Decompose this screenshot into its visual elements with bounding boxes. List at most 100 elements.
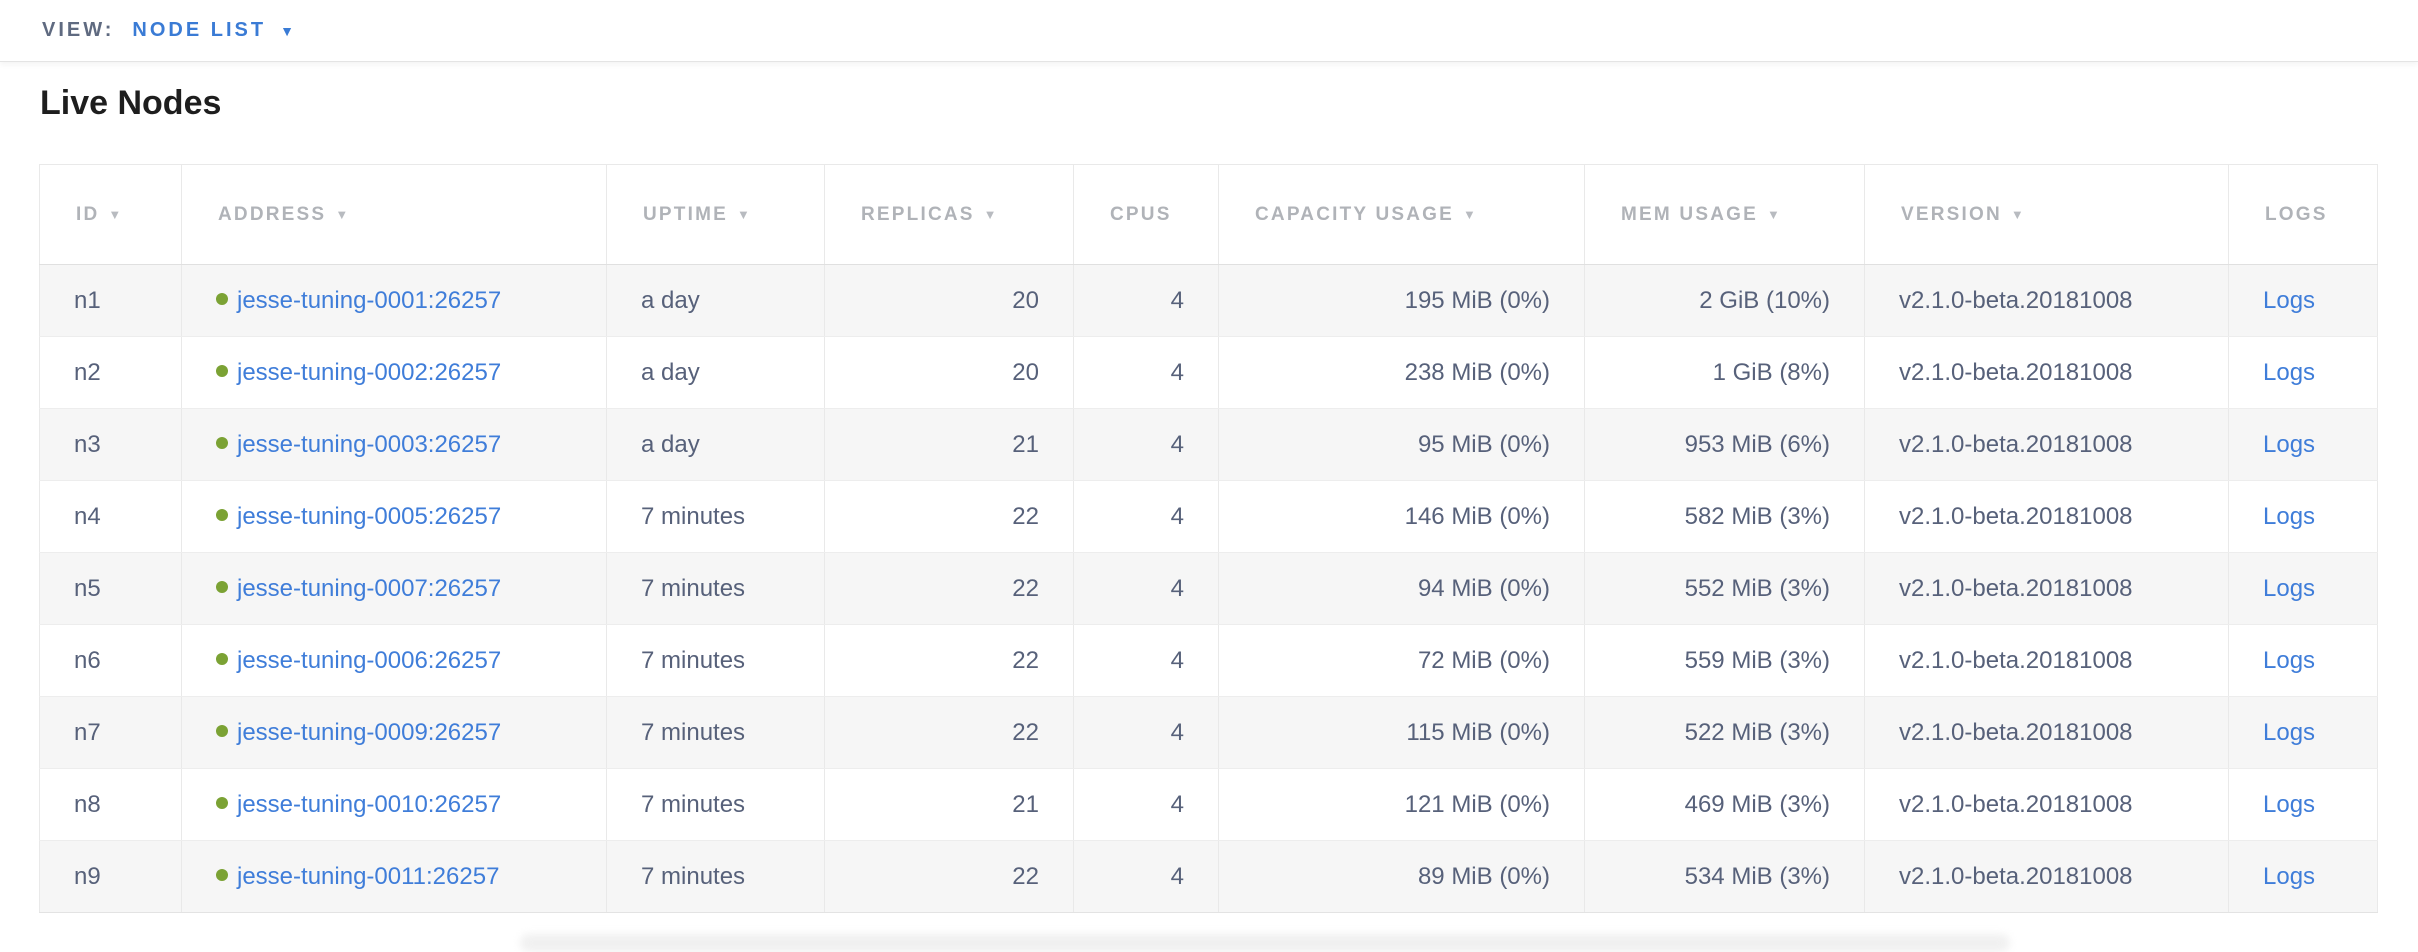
mem-cell: 552 MiB (3%) xyxy=(1585,553,1865,625)
logs-cell: Logs xyxy=(2229,553,2378,625)
address-cell: jesse-tuning-0006:26257 xyxy=(182,625,607,697)
view-selector-bar: VIEW: NODE LIST ▼ xyxy=(0,0,2418,62)
capacity-cell: 195 MiB (0%) xyxy=(1219,265,1585,337)
node-address-link[interactable]: jesse-tuning-0002:26257 xyxy=(237,359,501,386)
node-logs-link[interactable]: Logs xyxy=(2263,575,2315,602)
view-dropdown[interactable]: NODE LIST ▼ xyxy=(132,19,294,42)
cpus-cell: 4 xyxy=(1074,265,1219,337)
id-cell: n5 xyxy=(40,553,182,625)
column-header-version[interactable]: VERSION ▼ xyxy=(1865,165,2229,265)
node-address-link[interactable]: jesse-tuning-0003:26257 xyxy=(237,431,501,458)
node-address-link[interactable]: jesse-tuning-0006:26257 xyxy=(237,647,501,674)
address-cell: jesse-tuning-0002:26257 xyxy=(182,337,607,409)
node-address-link[interactable]: jesse-tuning-0001:26257 xyxy=(237,287,501,314)
sort-arrow-icon: ▼ xyxy=(335,207,350,222)
column-header-id[interactable]: ID▼ xyxy=(40,165,182,265)
node-live-status-icon xyxy=(216,725,228,737)
cpus-cell: 4 xyxy=(1074,841,1219,913)
column-header-uptime[interactable]: UPTIME▼ xyxy=(607,165,825,265)
uptime-cell: 7 minutes xyxy=(607,481,825,553)
page-bottom-shadow xyxy=(520,934,2010,952)
mem-cell: 2 GiB (10%) xyxy=(1585,265,1865,337)
capacity-cell: 95 MiB (0%) xyxy=(1219,409,1585,481)
view-dropdown-value: NODE LIST xyxy=(132,19,266,42)
column-header-logs: LOGS xyxy=(2229,165,2378,265)
id-cell: n6 xyxy=(40,625,182,697)
logs-cell: Logs xyxy=(2229,769,2378,841)
id-cell: n9 xyxy=(40,841,182,913)
sort-arrow-icon: ▼ xyxy=(2011,207,2026,222)
column-label: REPLICAS xyxy=(861,204,975,225)
sort-arrow-icon: ▼ xyxy=(1463,207,1478,222)
column-header-replicas[interactable]: REPLICAS▼ xyxy=(825,165,1074,265)
version-cell: v2.1.0-beta.20181008 xyxy=(1865,265,2229,337)
replicas-cell: 21 xyxy=(825,409,1074,481)
replicas-cell: 20 xyxy=(825,337,1074,409)
uptime-cell: a day xyxy=(607,265,825,337)
capacity-cell: 238 MiB (0%) xyxy=(1219,337,1585,409)
cpus-cell: 4 xyxy=(1074,553,1219,625)
uptime-cell: 7 minutes xyxy=(607,697,825,769)
cpus-cell: 4 xyxy=(1074,409,1219,481)
version-cell: v2.1.0-beta.20181008 xyxy=(1865,553,2229,625)
uptime-cell: 7 minutes xyxy=(607,769,825,841)
version-cell: v2.1.0-beta.20181008 xyxy=(1865,769,2229,841)
logs-cell: Logs xyxy=(2229,841,2378,913)
version-cell: v2.1.0-beta.20181008 xyxy=(1865,481,2229,553)
mem-cell: 559 MiB (3%) xyxy=(1585,625,1865,697)
node-logs-link[interactable]: Logs xyxy=(2263,719,2315,746)
node-address-link[interactable]: jesse-tuning-0010:26257 xyxy=(237,791,501,818)
cpus-cell: 4 xyxy=(1074,481,1219,553)
node-logs-link[interactable]: Logs xyxy=(2263,791,2315,818)
column-label: CPUS xyxy=(1110,204,1172,225)
column-label: LOGS xyxy=(2265,204,2328,225)
replicas-cell: 21 xyxy=(825,769,1074,841)
node-logs-link[interactable]: Logs xyxy=(2263,863,2315,890)
column-header-mem[interactable]: MEM USAGE ▼ xyxy=(1585,165,1865,265)
mem-cell: 953 MiB (6%) xyxy=(1585,409,1865,481)
node-logs-link[interactable]: Logs xyxy=(2263,287,2315,314)
page-title: Live Nodes xyxy=(40,86,2418,120)
node-logs-link[interactable]: Logs xyxy=(2263,647,2315,674)
node-logs-link[interactable]: Logs xyxy=(2263,359,2315,386)
node-live-status-icon xyxy=(216,365,228,377)
logs-cell: Logs xyxy=(2229,265,2378,337)
node-address-link[interactable]: jesse-tuning-0007:26257 xyxy=(237,575,501,602)
mem-cell: 582 MiB (3%) xyxy=(1585,481,1865,553)
node-logs-link[interactable]: Logs xyxy=(2263,431,2315,458)
mem-cell: 534 MiB (3%) xyxy=(1585,841,1865,913)
node-live-status-icon xyxy=(216,653,228,665)
column-label: VERSION xyxy=(1901,204,2002,225)
column-label: ADDRESS xyxy=(218,204,326,225)
capacity-cell: 72 MiB (0%) xyxy=(1219,625,1585,697)
live-nodes-section: Live Nodes ID▼ADDRESS▼UPTIME▼REPLICAS▼CP… xyxy=(0,86,2418,913)
node-address-link[interactable]: jesse-tuning-0005:26257 xyxy=(237,503,501,530)
id-cell: n2 xyxy=(40,337,182,409)
column-label: MEM USAGE xyxy=(1621,204,1758,225)
node-logs-link[interactable]: Logs xyxy=(2263,503,2315,530)
id-cell: n1 xyxy=(40,265,182,337)
column-header-address[interactable]: ADDRESS ▼ xyxy=(182,165,607,265)
node-address-link[interactable]: jesse-tuning-0011:26257 xyxy=(237,863,499,890)
cpus-cell: 4 xyxy=(1074,625,1219,697)
uptime-cell: 7 minutes xyxy=(607,625,825,697)
address-cell: jesse-tuning-0007:26257 xyxy=(182,553,607,625)
column-header-capacity[interactable]: CAPACITY USAGE▼ xyxy=(1219,165,1585,265)
node-address-link[interactable]: jesse-tuning-0009:26257 xyxy=(237,719,501,746)
address-cell: jesse-tuning-0001:26257 xyxy=(182,265,607,337)
replicas-cell: 20 xyxy=(825,265,1074,337)
logs-cell: Logs xyxy=(2229,409,2378,481)
address-cell: jesse-tuning-0003:26257 xyxy=(182,409,607,481)
sort-arrow-icon: ▼ xyxy=(1767,207,1782,222)
uptime-cell: a day xyxy=(607,409,825,481)
sort-arrow-icon: ▼ xyxy=(108,207,123,222)
capacity-cell: 121 MiB (0%) xyxy=(1219,769,1585,841)
